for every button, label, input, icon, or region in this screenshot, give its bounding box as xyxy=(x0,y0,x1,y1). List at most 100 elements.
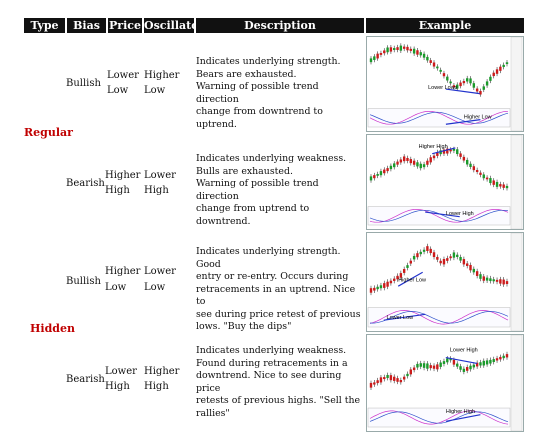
candle-body xyxy=(389,165,393,170)
candle-body xyxy=(386,281,389,287)
header-description: Description xyxy=(196,18,364,33)
oscillator-line xyxy=(369,311,509,324)
candle-body xyxy=(459,366,462,370)
candle-body xyxy=(495,69,499,74)
candle-body xyxy=(432,252,436,258)
row-2-oscillator-line-2: High xyxy=(144,185,169,196)
candle-body xyxy=(482,174,485,179)
candle-body xyxy=(412,160,416,165)
candle-body xyxy=(452,148,456,151)
row-3-desc-line-4: see during price retest of previous xyxy=(196,308,361,320)
candle-body xyxy=(429,248,432,254)
candle-body xyxy=(462,259,466,265)
candle-body xyxy=(449,256,452,259)
example-chart-3: Higher Low Lower Low xyxy=(366,232,524,332)
candle-body xyxy=(469,163,472,168)
candle-body xyxy=(422,249,426,252)
candle-body xyxy=(502,184,505,188)
header-example: Example xyxy=(366,18,524,33)
candle-body xyxy=(485,277,489,281)
candle-body xyxy=(469,264,472,271)
candle-body xyxy=(399,380,403,383)
candle-body xyxy=(475,88,479,92)
candle-body xyxy=(485,81,489,86)
candle-body xyxy=(376,173,379,176)
oscillator-divergence-label: Higher High xyxy=(446,409,475,415)
row-2-price-line-1: Higher xyxy=(105,170,141,181)
candle-body xyxy=(485,360,489,365)
candle-body xyxy=(462,81,466,84)
candle-body xyxy=(449,358,452,361)
price-divergence-line xyxy=(445,356,478,365)
candle-body xyxy=(416,253,419,258)
candle-body xyxy=(396,47,399,50)
candle-body xyxy=(456,149,459,155)
candle-body xyxy=(505,62,509,65)
candle-body xyxy=(369,288,373,293)
row-3-oscillator-line-2: Low xyxy=(144,282,166,293)
price-divergence-label: Higher Low xyxy=(398,277,426,283)
row-4-desc-line-2: Found during retracements in a xyxy=(196,357,348,369)
candle-body xyxy=(409,369,413,375)
candle-body xyxy=(369,176,373,181)
row-4-description: Indicates underlying weakness. Found dur… xyxy=(196,345,364,420)
candle-body xyxy=(459,82,462,87)
candle-body xyxy=(492,359,495,363)
candle-body xyxy=(495,358,499,361)
row-1-desc-line-2: Bears are exhausted. xyxy=(196,68,297,80)
candle-body xyxy=(499,279,502,284)
candle-body xyxy=(426,160,429,165)
candle-body xyxy=(412,367,416,371)
row-1-desc-line-3: Warning of possible trend direction xyxy=(196,81,319,105)
candle-body xyxy=(383,169,386,174)
price-divergence-line xyxy=(432,147,456,155)
price-scale xyxy=(510,37,523,131)
header-bias: Bias xyxy=(67,18,106,33)
candle-body xyxy=(465,78,469,82)
oscillator-divergence-line xyxy=(425,211,460,218)
candle-body xyxy=(482,360,485,366)
candle-body xyxy=(409,260,413,264)
candle-body xyxy=(489,359,492,364)
candle-body xyxy=(386,47,389,53)
oscillator-line xyxy=(369,111,509,124)
candle-body xyxy=(409,159,413,164)
candle-body xyxy=(402,269,406,273)
candle-body xyxy=(432,155,436,159)
candle-body xyxy=(475,271,479,276)
candle-body xyxy=(452,359,456,365)
candle-body xyxy=(472,83,476,88)
price-scale xyxy=(510,335,523,431)
candle-body xyxy=(383,283,386,288)
candle-body xyxy=(495,279,499,282)
candle-body xyxy=(479,90,482,95)
row-2-description: Indicates underlying weakness. Bulls are… xyxy=(196,153,364,228)
candle-body xyxy=(449,81,452,84)
candle-body xyxy=(376,53,379,59)
candle-body xyxy=(472,268,476,273)
candle-body xyxy=(456,254,459,257)
price-divergence-label: Lower Lows xyxy=(428,85,458,91)
candle-body xyxy=(406,46,409,51)
candle-body xyxy=(492,180,495,185)
chart-drawing: Lower High Higher High xyxy=(367,335,523,431)
candle-body xyxy=(373,287,376,291)
row-4-oscillator-line-2: High xyxy=(144,381,169,392)
chart-drawing: Lower Lows Higher Low xyxy=(367,37,523,131)
candle-body xyxy=(446,258,449,261)
candle-body xyxy=(446,76,449,81)
candle-body xyxy=(469,78,472,84)
row-3-desc-line-3: retracements in an uptrend. Nice to xyxy=(196,283,356,308)
row-1-price-line-2: Low xyxy=(107,85,129,96)
candle-body xyxy=(439,150,442,155)
oscillator-line xyxy=(369,411,509,424)
candle-body xyxy=(409,48,413,51)
candle-body xyxy=(393,376,396,381)
candle-body xyxy=(446,358,449,363)
row-1-oscillator-line-1: Higher xyxy=(144,70,180,81)
row-2-bias: Bearish xyxy=(66,178,105,189)
oscillator-line xyxy=(369,110,509,125)
candle-body xyxy=(499,184,502,187)
candle-body xyxy=(459,256,462,261)
price-scale xyxy=(510,135,523,229)
